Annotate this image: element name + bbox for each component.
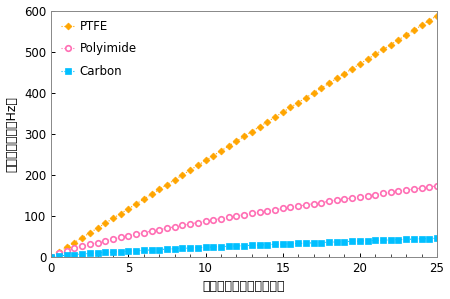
Carbon (326, 240, 332, 244)
PTFE (133, 202, 139, 206)
PTFE (326, 81, 332, 85)
Y-axis label: 周波数変化量（Hz）: 周波数変化量（Hz） (5, 96, 18, 172)
Polyimide (326, 200, 332, 203)
Polyimide (303, 203, 309, 207)
Line: Carbon: Carbon (49, 236, 440, 260)
Legend: PTFE, Polyimide, Carbon: PTFE, Polyimide, Carbon (57, 16, 140, 81)
PTFE (172, 178, 177, 181)
Polyimide (172, 225, 177, 228)
Carbon (164, 247, 170, 251)
Carbon (303, 241, 309, 245)
Carbon (172, 247, 177, 251)
Polyimide (133, 232, 139, 236)
PTFE (49, 255, 54, 259)
Polyimide (434, 184, 440, 188)
Carbon (133, 249, 139, 253)
Carbon (427, 237, 432, 240)
Polyimide (164, 226, 170, 230)
Polyimide (427, 185, 432, 189)
X-axis label: 活性酸素照射時間（分）: 活性酸素照射時間（分） (203, 280, 285, 293)
Line: PTFE: PTFE (49, 13, 440, 260)
PTFE (303, 96, 309, 100)
Polyimide (49, 255, 54, 259)
Line: Polyimide: Polyimide (49, 183, 440, 260)
PTFE (427, 19, 432, 22)
Carbon (434, 237, 440, 240)
PTFE (434, 14, 440, 17)
PTFE (164, 183, 170, 186)
Carbon (49, 255, 54, 259)
